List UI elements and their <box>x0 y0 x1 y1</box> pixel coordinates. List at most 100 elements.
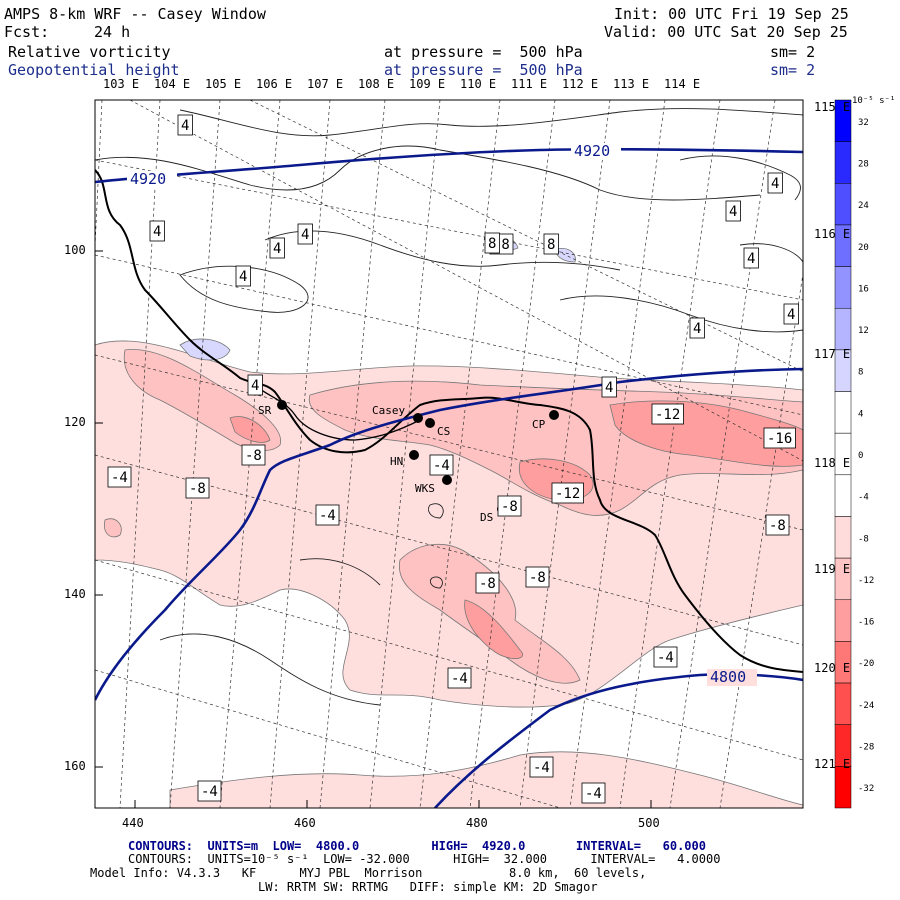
plot-frame <box>94 99 804 809</box>
vorticity-contour-label: 4 <box>301 227 309 243</box>
vorticity-label-box <box>551 482 584 504</box>
footer-vorticity-contours: CONTOURS: UNITS=10⁻⁵ s⁻¹ LOW= -32.000 HI… <box>128 852 721 866</box>
vorticity-contour-label: 4 <box>693 321 701 337</box>
vorticity-contour-label: 8 <box>547 237 555 253</box>
colorbar-level-label: -24 <box>858 701 874 711</box>
vorticity-label-box <box>241 444 266 466</box>
field2-pressure: at pressure = 500 hPa <box>384 61 583 79</box>
vorticity-contour-label: -4 <box>319 508 336 524</box>
colorbar-level-label: 16 <box>858 284 869 294</box>
vorticity-label-box <box>725 200 741 222</box>
vorticity-label-box <box>235 265 251 287</box>
station-markers <box>277 400 559 514</box>
vorticity-contour-label: -12 <box>655 407 680 423</box>
colorbar-segment <box>834 183 852 226</box>
height-label-bg <box>127 171 177 188</box>
forecast-label: Fcst: <box>4 23 50 41</box>
vorticity-contour-label: -8 <box>189 481 206 497</box>
vorticity-label-box <box>529 756 554 778</box>
vorticity-contours <box>95 108 803 706</box>
colorbar-segment <box>834 391 852 434</box>
colorbar-level-label: -12 <box>858 576 874 586</box>
vorticity-contour-label: -4 <box>451 671 468 687</box>
station-label-ds: DS <box>480 511 493 524</box>
vorticity-label-box <box>581 782 606 804</box>
vorticity-label-box <box>475 572 500 594</box>
colorbar-level-label: -4 <box>858 493 869 503</box>
height-contour-label: 4920 <box>574 142 610 160</box>
vorticity-contour-label: 4 <box>787 307 795 323</box>
vorticity-contour-label: 4 <box>771 176 779 192</box>
vorticity-label-box <box>107 466 132 488</box>
height-label-bg <box>571 143 621 160</box>
lon-label-top: 110 E <box>460 77 497 91</box>
vorticity-contour-label: 8 <box>488 236 496 252</box>
footer-model-info: Model Info: V4.3.3 KF MYJ PBL Morrison 8… <box>90 866 647 880</box>
vorticity-contour-label: 4 <box>181 118 189 134</box>
y-tick-label: 100 <box>64 243 86 257</box>
colorbar-level-label: 20 <box>858 243 869 253</box>
lon-label-top: 105 E <box>205 77 242 91</box>
colorbar-level-label: 24 <box>858 201 869 211</box>
vorticity-label-box <box>447 667 472 689</box>
height-label-bg <box>707 669 757 686</box>
vorticity-contour-label: -4 <box>533 760 550 776</box>
forecast-hour: 24 h <box>94 23 131 41</box>
field1-name: Relative vorticity <box>8 43 171 61</box>
init-time: Init: 00 UTC Fri 19 Sep 25 <box>614 5 849 23</box>
colorbar-segment <box>834 516 852 559</box>
lon-label-top: 106 E <box>256 77 293 91</box>
lon-label-right: 118 E <box>814 456 851 470</box>
vorticity-label-box <box>269 237 285 259</box>
vorticity-label-box <box>247 374 263 396</box>
field2-smoothing: sm= 2 <box>770 61 816 79</box>
colorbar-level-label: -8 <box>858 534 869 544</box>
footer-height-contours: CONTOURS: UNITS=m LOW= 4800.0 HIGH= 4920… <box>128 839 706 853</box>
lon-label-right: 117 E <box>814 347 851 361</box>
vorticity-contour-label: 4 <box>729 204 737 220</box>
colorbar-level-label: -32 <box>858 784 874 794</box>
vorticity-label-box <box>429 454 454 476</box>
vorticity-label-box <box>149 220 165 242</box>
vorticity-label-box <box>743 247 759 269</box>
field1-smoothing: sm= 2 <box>770 43 816 61</box>
y-tick-label: 160 <box>64 759 86 773</box>
vorticity-contour-label: -8 <box>529 570 546 586</box>
station-label-sr: SR <box>258 404 272 417</box>
station-label-cp: CP <box>532 418 546 431</box>
vorticity-contour-label: 4 <box>251 378 259 394</box>
colorbar-level-label: 12 <box>858 326 869 336</box>
lon-label-right: 119 E <box>814 562 851 576</box>
vorticity-contour-label: 4 <box>153 224 161 240</box>
colorbar-segment <box>834 141 852 184</box>
vorticity-contour-label: 4 <box>747 251 755 267</box>
vorticity-label-box <box>651 403 684 425</box>
vorticity-contour-label: -8 <box>479 576 496 592</box>
vorticity-label-box <box>601 376 617 398</box>
vorticity-label-box <box>765 514 790 536</box>
vorticity-contour-label: 4 <box>239 269 247 285</box>
x-tick-label: 440 <box>122 816 144 830</box>
colorbar-segment <box>834 682 852 725</box>
vorticity-label-box <box>767 172 783 194</box>
lon-label-top: 114 E <box>664 77 701 91</box>
field1-pressure: at pressure = 500 hPa <box>384 43 583 61</box>
vorticity-label-box <box>689 317 705 339</box>
vorticity-contour-label: -4 <box>433 458 450 474</box>
lon-label-top: 103 E <box>103 77 140 91</box>
lon-label-right: 115 E <box>814 100 851 114</box>
vorticity-contour-label: 4 <box>273 241 281 257</box>
vorticity-label-box <box>484 232 500 254</box>
station-label-cs: CS <box>437 425 450 438</box>
footer-physics-info: LW: RRTM SW: RRTMG DIFF: simple KM: 2D S… <box>258 880 598 894</box>
colorbar-segment <box>834 474 852 517</box>
vorticity-label-box <box>763 427 796 449</box>
colorbar-level-label: -20 <box>858 659 874 669</box>
x-tick-label: 460 <box>294 816 316 830</box>
colorbar-segment <box>834 307 852 351</box>
coastline <box>95 169 803 673</box>
lon-label-top: 108 E <box>358 77 395 91</box>
vorticity-label-box <box>297 223 313 245</box>
colorbar-level-label: -28 <box>858 743 874 753</box>
